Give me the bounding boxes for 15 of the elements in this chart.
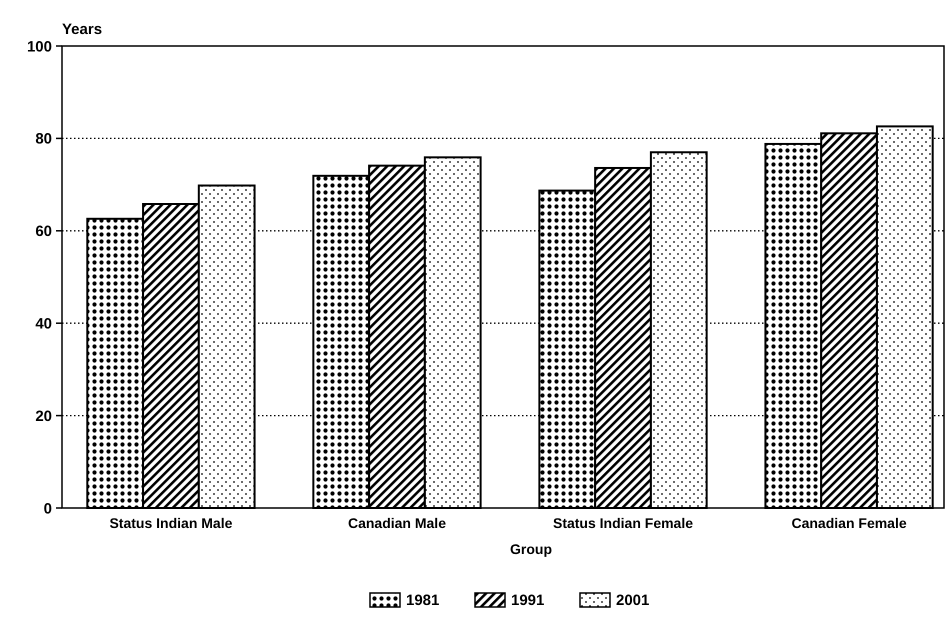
y-tick-label: 0	[44, 500, 52, 518]
legend-label: 1981	[406, 592, 440, 609]
x-axis-title: Group	[510, 541, 552, 557]
legend-label: 1991	[511, 592, 544, 609]
x-tick-label: Status Indian Female	[552, 515, 694, 531]
x-tick-label: Canadian Female	[791, 515, 907, 531]
legend-label: 2001	[616, 592, 650, 609]
y-tick-label: 20	[35, 408, 52, 425]
y-tick-label: 40	[35, 315, 52, 332]
y-tick-label: 80	[35, 130, 52, 148]
y-tick-label: 100	[26, 38, 52, 56]
x-tick-label: Status Indian Male	[109, 515, 233, 531]
y-axis-title: Years	[62, 21, 102, 38]
y-tick-label: 60	[35, 223, 52, 240]
x-tick-label: Canadian Male	[348, 515, 446, 531]
